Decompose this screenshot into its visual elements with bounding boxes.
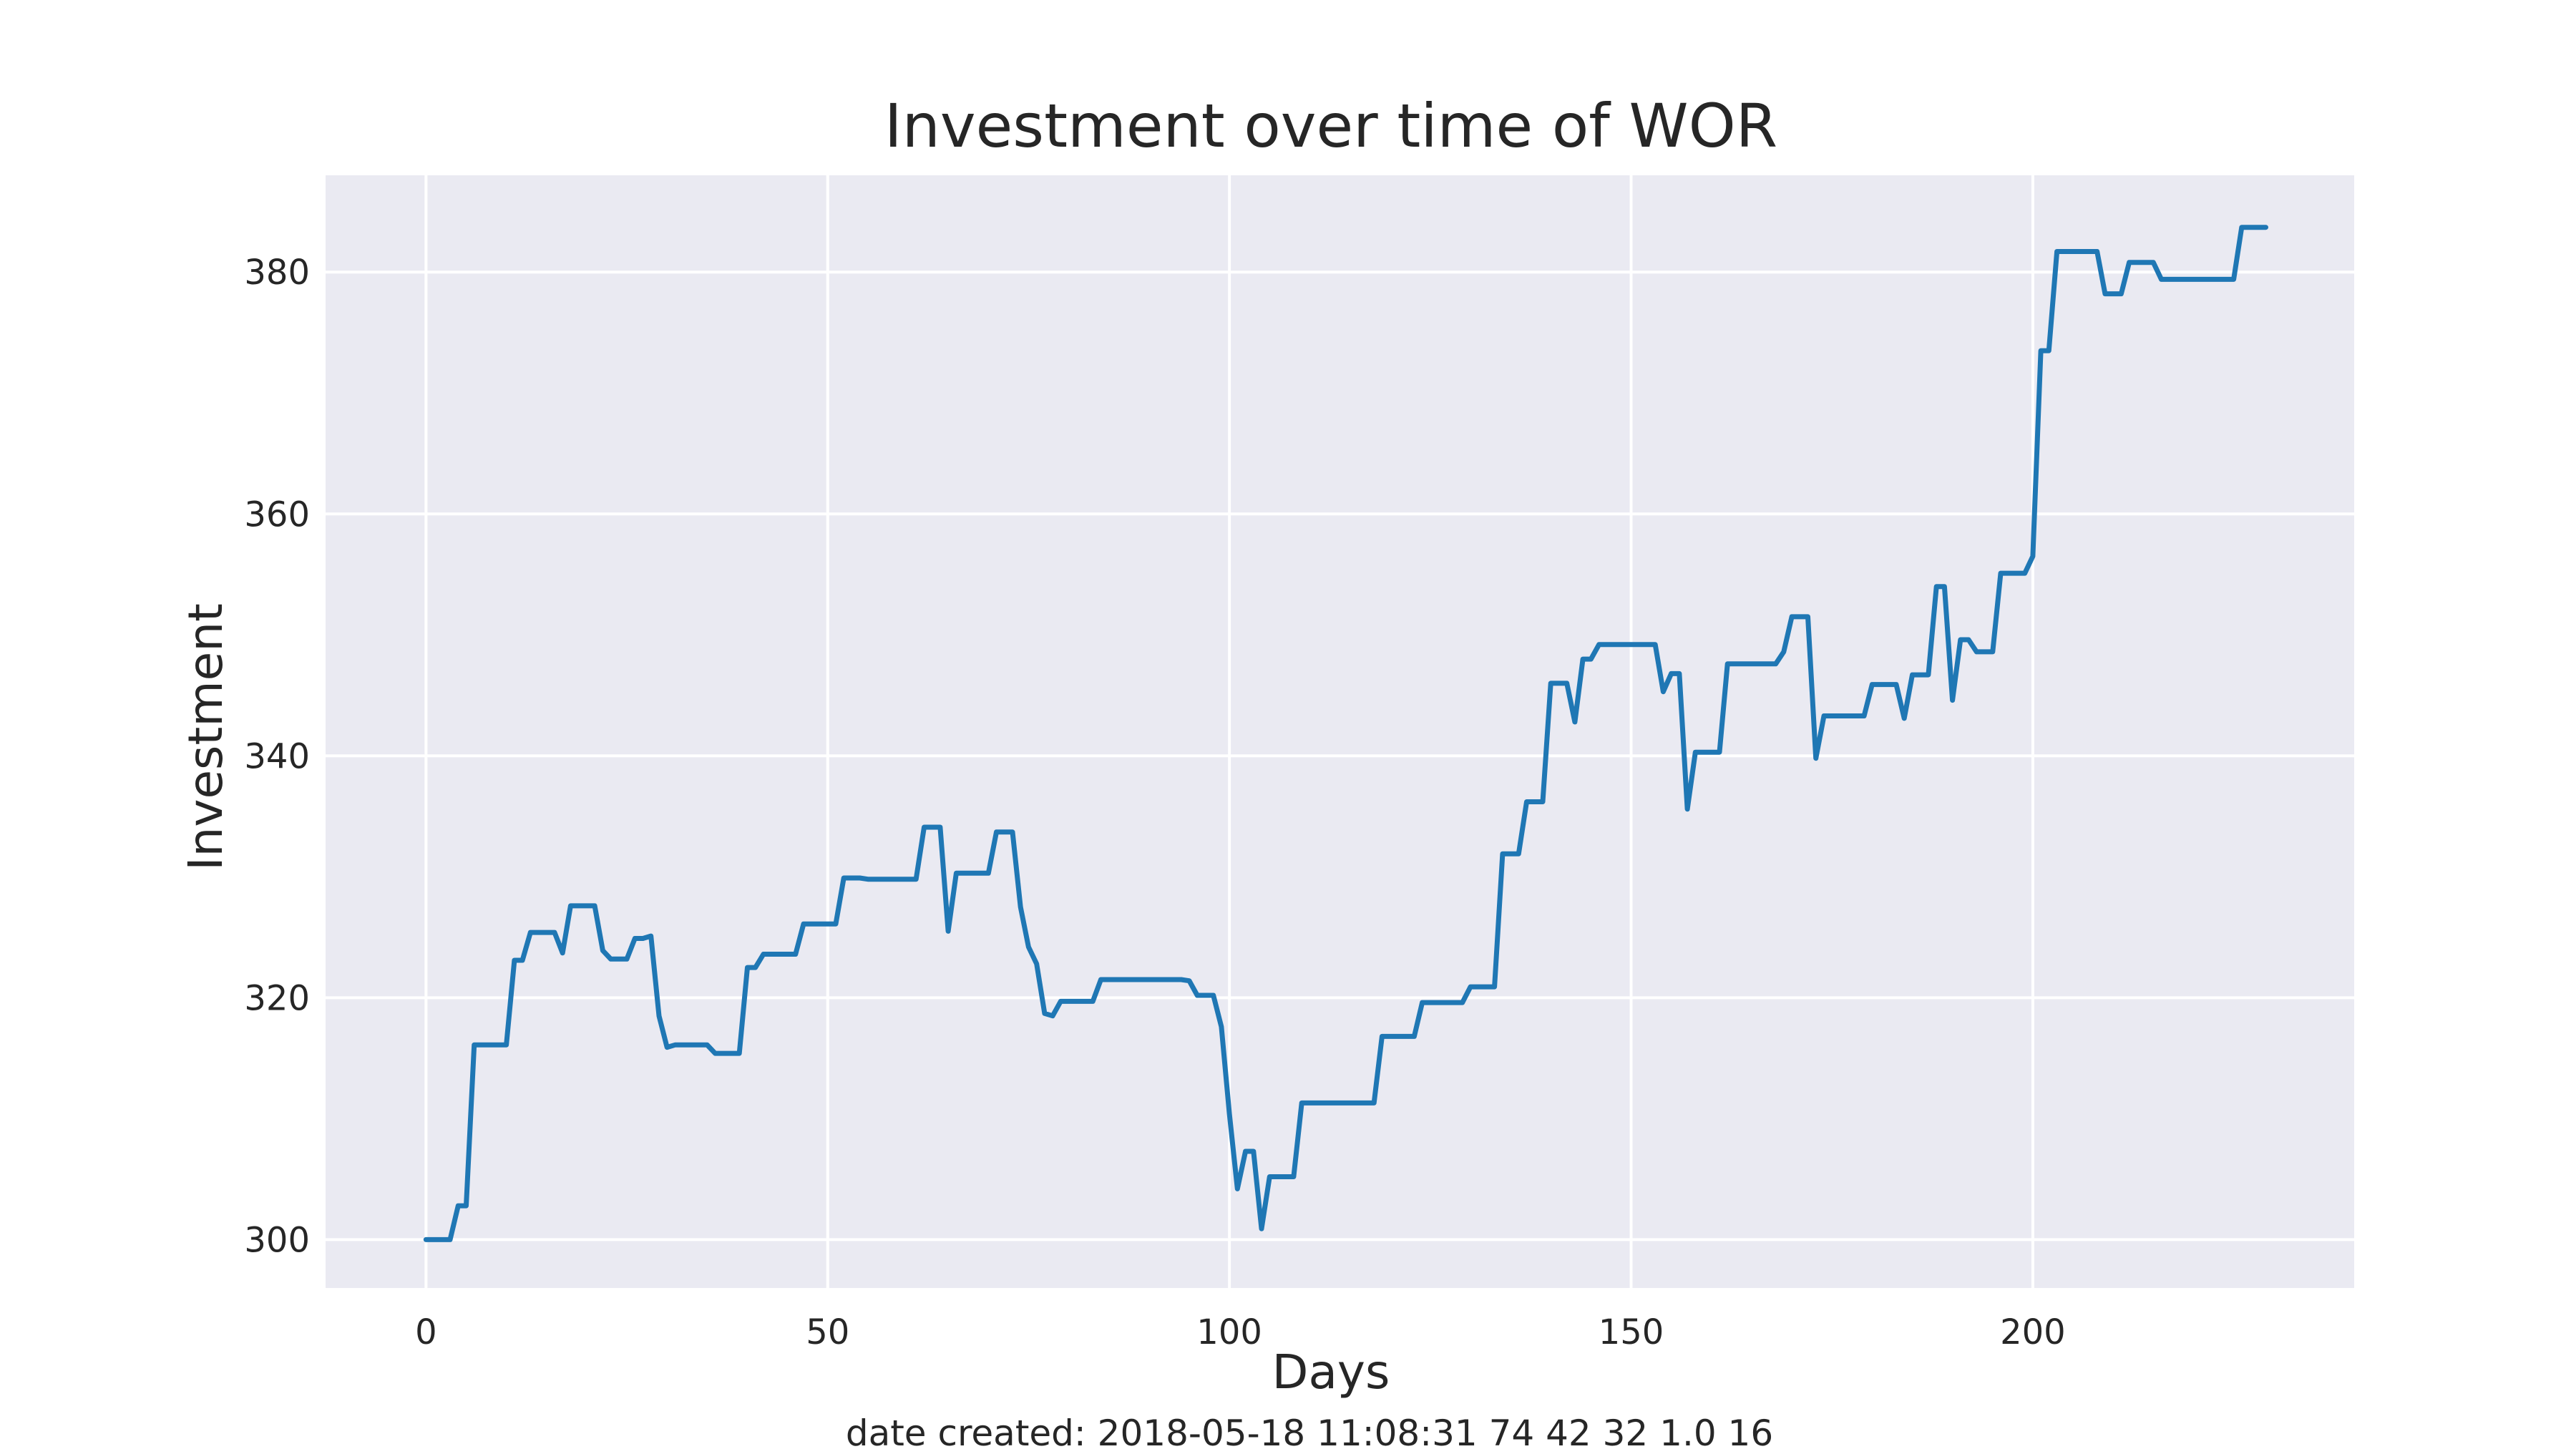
x-tick-label: 200: [2000, 1312, 2066, 1352]
x-axis-label: Days: [1272, 1345, 1390, 1400]
chart-title: Investment over time of WOR: [884, 91, 1777, 161]
x-tick-label: 150: [1599, 1312, 1664, 1352]
x-tick-labels: 0 50 100 150 200: [415, 1312, 2066, 1352]
x-tick-label: 0: [415, 1312, 437, 1352]
y-axis-label: Investment: [178, 603, 233, 871]
x-tick-label: 100: [1196, 1312, 1262, 1352]
y-tick-label: 300: [244, 1220, 310, 1260]
y-tick-label: 340: [244, 736, 310, 776]
x-tick-label: 50: [806, 1312, 849, 1352]
y-tick-label: 360: [244, 494, 310, 535]
y-tick-labels: 300 320 340 360 380: [244, 253, 310, 1260]
y-tick-label: 320: [244, 978, 310, 1018]
date-created-note: date created: 2018-05-18 11:08:31 74 42 …: [846, 1413, 1773, 1449]
investment-series-line: [423, 225, 2268, 1242]
y-tick-label: 380: [244, 253, 310, 293]
y-gridlines: [326, 270, 2354, 1241]
